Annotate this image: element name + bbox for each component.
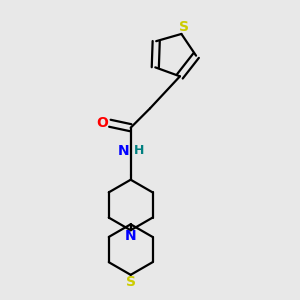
Text: H: H <box>134 144 144 157</box>
Text: O: O <box>96 116 108 130</box>
Text: N: N <box>117 145 129 158</box>
Text: S: S <box>179 20 189 34</box>
Text: S: S <box>126 275 136 289</box>
Text: N: N <box>125 229 136 243</box>
